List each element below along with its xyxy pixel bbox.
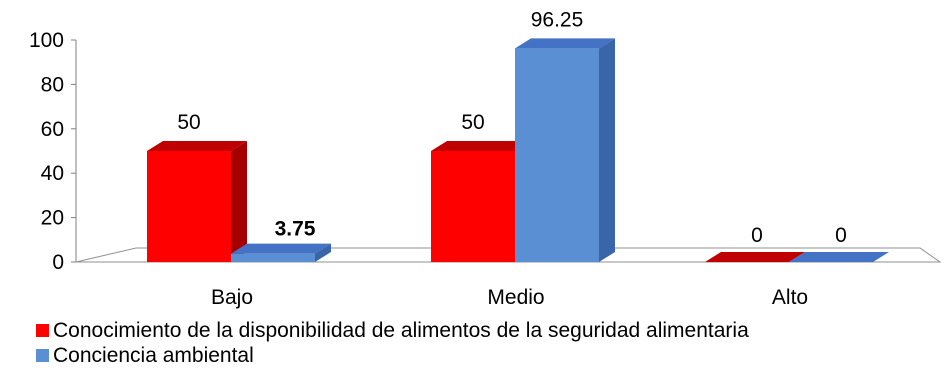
bar-top-face <box>705 252 805 262</box>
legend-swatch-series-2 <box>36 349 49 362</box>
bar-top-face <box>147 141 247 151</box>
bar-top-face <box>231 243 331 254</box>
bar-1-bajo <box>147 141 247 262</box>
x-tick-label-alto: Alto <box>772 286 808 309</box>
legend-item-series-1: Conocimiento de la disponibilidad de ali… <box>36 318 749 343</box>
data-label-series-1-medio: 50 <box>461 111 484 134</box>
x-tick-label-medio: Medio <box>487 286 544 309</box>
x-tick-label-bajo: Bajo <box>211 286 253 309</box>
legend: Conocimiento de la disponibilidad de ali… <box>36 318 749 368</box>
data-labels: 50 3.75 50 96.25 0 0 <box>177 8 847 247</box>
y-tick-label: 0 <box>52 251 64 274</box>
bar-front-face <box>231 253 315 262</box>
y-tick-label: 80 <box>41 73 64 96</box>
bar-top-face <box>515 38 615 49</box>
data-label-series-2-alto: 0 <box>835 224 847 247</box>
y-tick-label: 100 <box>29 29 64 52</box>
legend-label-series-1: Conocimiento de la disponibilidad de ali… <box>53 318 749 342</box>
bar-chart-plot: 0 20 40 60 80 100 50 3.75 50 96.25 0 0 Bajo Medio Al… <box>29 8 942 309</box>
x-axis: Bajo Medio Alto <box>211 286 808 309</box>
y-tick-label: 20 <box>41 207 64 230</box>
bar-side-face <box>599 38 615 263</box>
legend-label-series-2: Conciencia ambiental <box>53 343 254 367</box>
bar-side-face <box>315 243 331 262</box>
legend-item-series-2: Conciencia ambiental <box>36 343 749 368</box>
y-tick-label: 40 <box>41 162 64 185</box>
bar-front-face <box>515 48 599 263</box>
legend-swatch-series-1 <box>36 324 49 337</box>
bar-2-bajo <box>231 243 331 262</box>
data-label-series-2-bajo: 3.75 <box>275 218 316 241</box>
bar-top-face <box>789 252 889 262</box>
bar-side-face <box>231 141 247 262</box>
y-axis: 0 20 40 60 80 100 <box>29 29 77 274</box>
bar-top-face <box>431 141 531 151</box>
bar-front-face <box>147 151 231 262</box>
data-label-series-1-bajo: 50 <box>177 111 200 134</box>
y-tick-label: 60 <box>41 118 64 141</box>
bar-front-face <box>431 151 515 262</box>
bar-1-alto <box>705 252 805 263</box>
data-label-series-1-alto: 0 <box>751 224 763 247</box>
bar-2-medio <box>515 38 615 263</box>
bars <box>147 38 889 263</box>
bar-2-alto <box>789 252 889 263</box>
data-label-series-2-medio: 96.25 <box>531 8 584 31</box>
